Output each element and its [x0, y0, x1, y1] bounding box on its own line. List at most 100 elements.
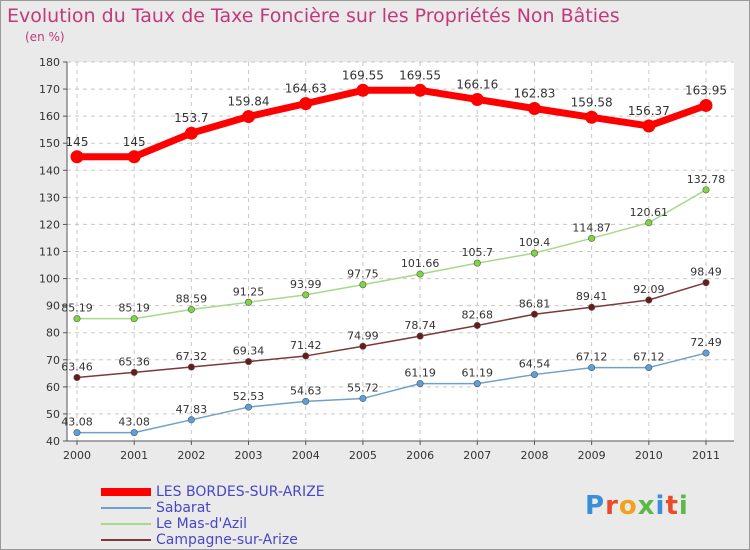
data-point [302, 352, 310, 360]
data-label: 85.19 [61, 302, 93, 315]
data-point [302, 397, 310, 405]
data-point [130, 429, 138, 437]
y-tick-label: 70 [46, 354, 60, 367]
data-point [359, 342, 367, 350]
data-point [588, 364, 596, 372]
data-point [245, 403, 253, 411]
data-point [530, 371, 538, 379]
logo-letter: x [637, 491, 656, 521]
logo-letter: r [605, 491, 619, 521]
data-label: 52.53 [233, 390, 265, 403]
data-point [245, 358, 253, 366]
x-tick-label: 2000 [63, 449, 91, 462]
data-point [299, 97, 313, 111]
y-tick-label: 180 [39, 56, 60, 69]
data-point [245, 298, 253, 306]
data-label: 86.81 [519, 297, 551, 310]
x-tick-label: 2011 [692, 449, 720, 462]
data-label: 43.08 [61, 416, 93, 429]
y-tick-label: 50 [46, 408, 60, 421]
data-label: 64.54 [519, 358, 551, 371]
data-label: 105.7 [462, 246, 494, 259]
data-label: 114.87 [572, 221, 611, 234]
data-point [70, 150, 84, 164]
data-label: 47.83 [176, 403, 208, 416]
x-tick-label: 2001 [120, 449, 148, 462]
data-label: 61.19 [462, 367, 494, 380]
x-tick-label: 2009 [578, 449, 606, 462]
y-tick-label: 110 [39, 246, 60, 259]
data-point [645, 296, 653, 304]
data-label: 43.08 [118, 416, 150, 429]
data-point [416, 270, 424, 278]
data-point [527, 101, 541, 115]
legend-swatch [101, 488, 151, 496]
data-point [302, 291, 310, 299]
data-point [187, 305, 195, 313]
data-point [642, 119, 656, 133]
data-label: 159.84 [228, 95, 270, 109]
series-line [76, 352, 707, 434]
data-label: 89.41 [576, 290, 608, 303]
data-label: 120.61 [630, 206, 669, 219]
data-point [130, 315, 138, 323]
unit-label: (en %) [25, 30, 65, 44]
data-point [356, 83, 370, 97]
data-label: 78.74 [404, 319, 436, 332]
legend-label: Le Mas-d'Azil [156, 516, 248, 532]
data-label: 145 [123, 135, 146, 149]
data-label: 72.49 [690, 336, 722, 349]
data-point [413, 83, 427, 97]
data-point [470, 92, 484, 106]
y-tick-label: 100 [39, 273, 60, 286]
data-point [645, 219, 653, 227]
data-point [187, 416, 195, 424]
data-point [473, 380, 481, 388]
data-label: 145 [66, 135, 89, 149]
data-point [184, 126, 198, 140]
data-label: 109.4 [519, 236, 551, 249]
legend-label: LES BORDES-SUR-ARIZE [156, 484, 325, 500]
x-tick-label: 2006 [406, 449, 434, 462]
data-label: 163.95 [685, 83, 727, 97]
legend-label: Campagne-sur-Arize [156, 532, 298, 548]
data-label: 88.59 [176, 292, 208, 305]
data-label: 74.99 [347, 329, 379, 342]
data-label: 132.78 [687, 173, 726, 186]
data-point [645, 364, 653, 372]
data-point [73, 429, 81, 437]
data-label: 61.19 [404, 367, 436, 380]
data-point [699, 98, 713, 112]
data-point [242, 110, 256, 124]
data-label: 54.63 [290, 384, 322, 397]
data-label: 85.19 [118, 302, 150, 315]
data-point [130, 368, 138, 376]
x-tick-label: 2010 [635, 449, 663, 462]
data-label: 69.34 [233, 345, 265, 358]
data-point [73, 315, 81, 323]
data-point [416, 332, 424, 340]
series-line [73, 86, 710, 161]
y-tick-label: 90 [46, 300, 60, 313]
data-label: 166.16 [456, 77, 498, 91]
data-point [73, 373, 81, 381]
x-tick-label: 2005 [349, 449, 377, 462]
data-point [530, 249, 538, 257]
data-label: 97.75 [347, 268, 379, 281]
legend-swatch [101, 523, 151, 525]
x-tick-label: 2008 [520, 449, 548, 462]
data-label: 82.68 [462, 308, 494, 321]
logo-letter: o [618, 491, 638, 521]
data-point [585, 110, 599, 124]
proxiti-logo: Proxiti [585, 491, 689, 521]
data-label: 67.32 [176, 350, 208, 363]
data-point [702, 279, 710, 287]
data-point [702, 349, 710, 357]
data-label: 63.46 [61, 360, 93, 373]
data-label: 67.12 [576, 351, 608, 364]
y-tick-label: 140 [39, 164, 60, 177]
x-tick-label: 2003 [235, 449, 263, 462]
data-label: 169.55 [342, 68, 384, 82]
y-tick-label: 150 [39, 137, 60, 150]
